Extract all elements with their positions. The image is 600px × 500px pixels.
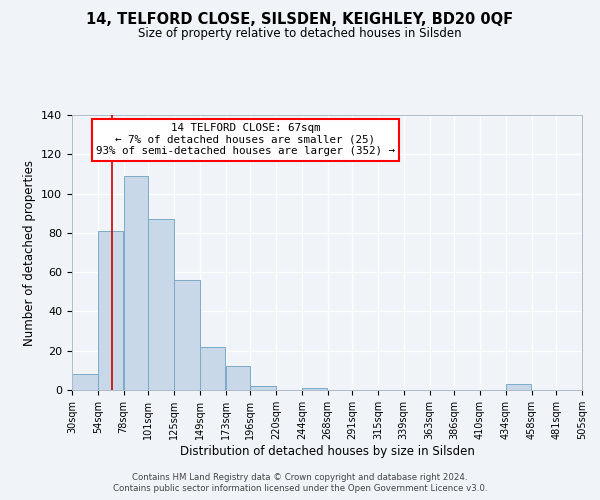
Bar — [148, 219, 174, 390]
Text: Contains public sector information licensed under the Open Government Licence v3: Contains public sector information licen… — [113, 484, 487, 493]
Bar — [72, 374, 98, 390]
Bar — [250, 386, 276, 390]
Bar — [506, 384, 532, 390]
Bar — [200, 347, 226, 390]
Text: 14 TELFORD CLOSE: 67sqm
← 7% of detached houses are smaller (25)
93% of semi-det: 14 TELFORD CLOSE: 67sqm ← 7% of detached… — [96, 123, 395, 156]
Bar — [302, 388, 328, 390]
Y-axis label: Number of detached properties: Number of detached properties — [23, 160, 35, 346]
Bar — [98, 231, 124, 390]
X-axis label: Distribution of detached houses by size in Silsden: Distribution of detached houses by size … — [179, 444, 475, 458]
Bar — [124, 176, 148, 390]
Text: 14, TELFORD CLOSE, SILSDEN, KEIGHLEY, BD20 0QF: 14, TELFORD CLOSE, SILSDEN, KEIGHLEY, BD… — [86, 12, 514, 28]
Bar — [226, 366, 250, 390]
Text: Size of property relative to detached houses in Silsden: Size of property relative to detached ho… — [138, 28, 462, 40]
Text: Contains HM Land Registry data © Crown copyright and database right 2024.: Contains HM Land Registry data © Crown c… — [132, 472, 468, 482]
Bar — [174, 280, 200, 390]
